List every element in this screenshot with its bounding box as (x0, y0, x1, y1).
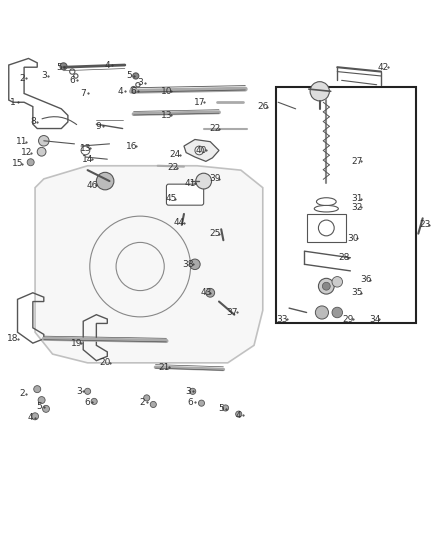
Circle shape (322, 282, 330, 290)
Text: 42: 42 (378, 63, 389, 72)
Text: 6: 6 (187, 398, 194, 407)
Text: 20: 20 (99, 358, 111, 367)
Text: 14: 14 (82, 155, 93, 164)
Text: 4: 4 (236, 411, 241, 420)
Text: 17: 17 (194, 98, 205, 107)
Text: 32: 32 (351, 203, 363, 212)
Circle shape (196, 173, 212, 189)
Circle shape (315, 306, 328, 319)
Polygon shape (35, 166, 263, 363)
Text: 9: 9 (95, 122, 102, 131)
Text: 37: 37 (226, 308, 238, 317)
Text: 31: 31 (351, 194, 363, 203)
Circle shape (223, 405, 229, 411)
Text: 3: 3 (185, 387, 191, 396)
Text: 5: 5 (126, 71, 132, 80)
Text: 27: 27 (351, 157, 363, 166)
Text: 3: 3 (137, 78, 143, 87)
Text: 22: 22 (167, 164, 179, 173)
Text: 5: 5 (56, 63, 62, 72)
Text: 43: 43 (200, 288, 212, 297)
Circle shape (332, 277, 343, 287)
Circle shape (318, 278, 334, 294)
Circle shape (96, 172, 114, 190)
Circle shape (38, 397, 45, 403)
Circle shape (206, 288, 215, 297)
Text: 26: 26 (257, 102, 268, 111)
Text: 12: 12 (21, 148, 32, 157)
Circle shape (60, 63, 67, 70)
Text: 5: 5 (218, 405, 224, 414)
Text: 13: 13 (80, 144, 91, 153)
Circle shape (198, 400, 205, 406)
Circle shape (42, 405, 49, 413)
Circle shape (144, 395, 150, 401)
Circle shape (39, 135, 49, 146)
Text: 34: 34 (369, 314, 380, 324)
Circle shape (34, 386, 41, 393)
Text: 22: 22 (209, 124, 220, 133)
Circle shape (37, 147, 46, 156)
Ellipse shape (316, 198, 336, 206)
Bar (307, 214, 346, 243)
Text: 29: 29 (343, 314, 354, 324)
Text: 10: 10 (161, 87, 172, 96)
Text: 40: 40 (196, 146, 207, 155)
Text: 45: 45 (165, 194, 177, 203)
Text: 1: 1 (10, 98, 16, 107)
Text: 35: 35 (351, 288, 363, 297)
Text: 2: 2 (19, 389, 25, 398)
Circle shape (91, 398, 97, 405)
Text: 15: 15 (12, 159, 23, 168)
Text: 13: 13 (161, 111, 172, 120)
Polygon shape (184, 140, 219, 161)
Ellipse shape (314, 205, 338, 212)
Text: 3: 3 (41, 71, 47, 80)
Text: 36: 36 (360, 275, 371, 284)
Text: 41: 41 (185, 179, 196, 188)
Text: 4: 4 (105, 61, 110, 69)
Text: 7: 7 (80, 89, 86, 98)
Text: 4: 4 (118, 87, 123, 96)
Text: 18: 18 (7, 334, 19, 343)
Text: 16: 16 (126, 142, 137, 150)
Text: 6: 6 (69, 76, 75, 85)
Text: 33: 33 (277, 314, 288, 324)
Text: 23: 23 (419, 220, 431, 229)
Text: 2: 2 (140, 398, 145, 407)
Text: 6: 6 (85, 398, 91, 407)
Text: 24: 24 (170, 150, 181, 159)
Text: 19: 19 (71, 338, 82, 348)
Text: 21: 21 (159, 363, 170, 372)
Circle shape (27, 159, 34, 166)
Text: 5: 5 (36, 402, 42, 411)
Text: 30: 30 (347, 233, 358, 243)
Text: 28: 28 (338, 253, 350, 262)
FancyBboxPatch shape (166, 184, 204, 205)
Bar (276, 87, 416, 324)
Text: 39: 39 (209, 174, 220, 183)
Circle shape (236, 411, 242, 417)
Circle shape (85, 388, 91, 394)
Text: 25: 25 (209, 229, 220, 238)
Text: 4: 4 (28, 413, 33, 422)
Circle shape (310, 82, 329, 101)
Text: 8: 8 (30, 117, 36, 126)
Text: 11: 11 (16, 137, 28, 146)
Circle shape (190, 259, 200, 270)
Circle shape (150, 401, 156, 408)
Text: 44: 44 (174, 218, 185, 227)
Text: 46: 46 (86, 181, 98, 190)
Circle shape (332, 307, 343, 318)
Text: 2: 2 (19, 74, 25, 83)
Circle shape (133, 73, 139, 79)
Text: 6: 6 (131, 87, 137, 96)
Text: 38: 38 (183, 260, 194, 269)
Circle shape (32, 413, 39, 420)
Text: 3: 3 (76, 387, 82, 396)
Circle shape (190, 388, 196, 394)
